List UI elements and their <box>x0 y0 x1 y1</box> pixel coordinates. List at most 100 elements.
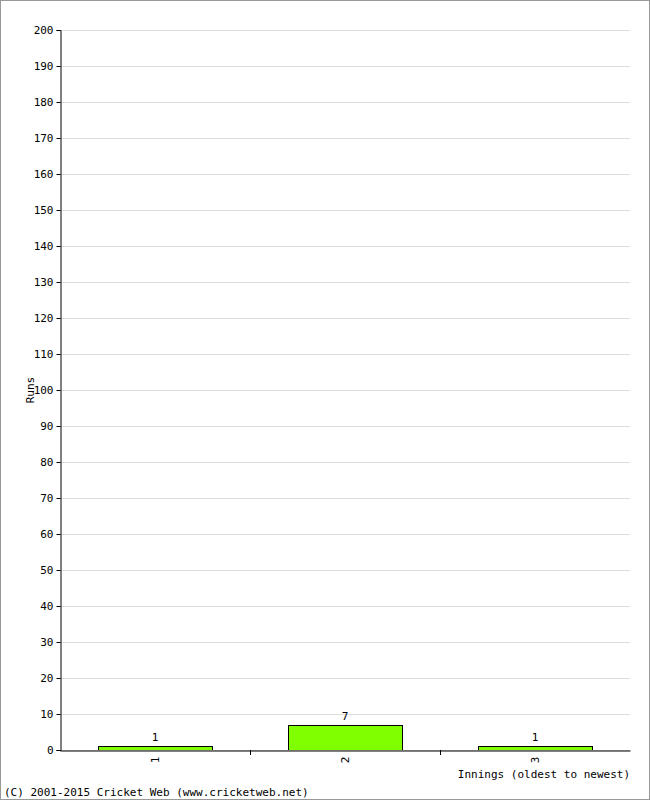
y-tick-label: 30 <box>40 636 53 649</box>
y-tick-mark <box>57 642 61 643</box>
y-tick-label: 180 <box>34 96 54 109</box>
grid-line <box>60 426 630 427</box>
data-label: 1 <box>152 731 159 744</box>
chart-container: 1710102030405060708090100110120130140150… <box>0 0 650 800</box>
y-tick: 70 <box>40 492 60 505</box>
y-tick-label: 110 <box>34 348 54 361</box>
y-tick: 40 <box>40 600 60 613</box>
y-axis-title: Runs <box>24 377 37 404</box>
data-labels: 1 7 1 <box>152 710 539 745</box>
x-tick-label: 1 <box>149 757 162 764</box>
y-tick-label: 0 <box>47 744 54 757</box>
y-axis: 0102030405060708090100110120130140150160… <box>34 24 61 757</box>
grid-line <box>60 318 630 319</box>
y-tick-mark <box>57 390 61 391</box>
y-tick: 30 <box>40 636 60 649</box>
y-tick-mark <box>57 534 61 535</box>
y-tick: 190 <box>34 60 61 73</box>
y-tick-mark <box>57 714 61 715</box>
annotation: (C) 2001-2015 Cricket Web (www.cricketwe… <box>4 786 309 799</box>
x-separators <box>251 750 441 755</box>
grid-line <box>60 174 630 175</box>
y-tick-label: 20 <box>40 672 53 685</box>
y-tick-mark <box>57 102 61 103</box>
grid <box>60 31 630 751</box>
y-tick-label: 70 <box>40 492 53 505</box>
data-label: 7 <box>342 710 349 723</box>
x-tick: 3 <box>529 751 542 764</box>
frame <box>1 1 650 800</box>
y-tick: 90 <box>40 420 60 433</box>
y-tick-label: 200 <box>34 24 54 37</box>
y-tick-mark <box>57 750 61 751</box>
y-tick-label: 190 <box>34 60 54 73</box>
y-tick-label: 40 <box>40 600 53 613</box>
grid-line <box>60 138 630 139</box>
x-axis-title: Innings (oldest to newest) <box>458 768 630 781</box>
y-tick: 20 <box>40 672 60 685</box>
y-tick: 140 <box>34 240 61 253</box>
y-tick: 10 <box>40 708 60 721</box>
chart-svg: 1710102030405060708090100110120130140150… <box>0 0 650 800</box>
y-tick-label: 170 <box>34 132 54 145</box>
y-tick: 170 <box>34 132 61 145</box>
x-separator <box>250 750 251 755</box>
y-tick-label: 160 <box>34 168 54 181</box>
grid-line <box>60 390 630 391</box>
y-tick-label: 140 <box>34 240 54 253</box>
grid-line <box>60 246 630 247</box>
y-tick: 100 <box>34 384 61 397</box>
grid-line <box>60 534 630 535</box>
y-tick-mark <box>57 462 61 463</box>
y-tick: 110 <box>34 348 61 361</box>
grid-line <box>60 102 630 103</box>
grid-line <box>60 678 630 679</box>
y-tick-label: 50 <box>40 564 53 577</box>
annotations: (C) 2001-2015 Cricket Web (www.cricketwe… <box>4 786 309 799</box>
y-tick-mark <box>57 66 61 67</box>
x-separator <box>440 750 441 755</box>
y-tick-label: 120 <box>34 312 54 325</box>
grid-line <box>60 354 630 355</box>
grid-line <box>60 462 630 463</box>
y-tick-mark <box>57 678 61 679</box>
y-tick: 200 <box>34 24 61 37</box>
y-tick-mark <box>57 282 61 283</box>
grid-line <box>60 642 630 643</box>
bar <box>289 726 403 751</box>
y-tick-mark <box>57 570 61 571</box>
y-tick-mark <box>57 246 61 247</box>
y-tick-mark <box>57 210 61 211</box>
y-tick-mark <box>57 318 61 319</box>
y-tick: 0 <box>47 744 61 757</box>
grid-line <box>60 750 630 751</box>
y-tick: 130 <box>34 276 61 289</box>
y-tick-label: 80 <box>40 456 53 469</box>
y-tick: 50 <box>40 564 60 577</box>
grid-line <box>60 570 630 571</box>
y-tick-mark <box>57 426 61 427</box>
y-tick-mark <box>57 30 61 31</box>
y-tick-mark <box>57 354 61 355</box>
y-tick-label: 10 <box>40 708 53 721</box>
y-tick-label: 130 <box>34 276 54 289</box>
grid-line <box>60 66 630 67</box>
y-tick: 80 <box>40 456 60 469</box>
y-axis-line <box>57 31 62 751</box>
y-tick-label: 60 <box>40 528 53 541</box>
grid-line <box>60 606 630 607</box>
y-tick-label: 90 <box>40 420 53 433</box>
y-tick: 60 <box>40 528 60 541</box>
bars <box>99 726 593 751</box>
data-label: 1 <box>532 731 539 744</box>
grid-line <box>60 30 630 31</box>
grid-line <box>60 210 630 211</box>
y-tick-mark <box>57 138 61 139</box>
x-tick-label: 3 <box>529 757 542 764</box>
x-tick: 2 <box>339 751 352 764</box>
grid-line <box>60 282 630 283</box>
y-tick: 120 <box>34 312 61 325</box>
bar <box>479 747 593 751</box>
x-tick-label: 2 <box>339 757 352 764</box>
x-axis-line <box>61 751 631 752</box>
